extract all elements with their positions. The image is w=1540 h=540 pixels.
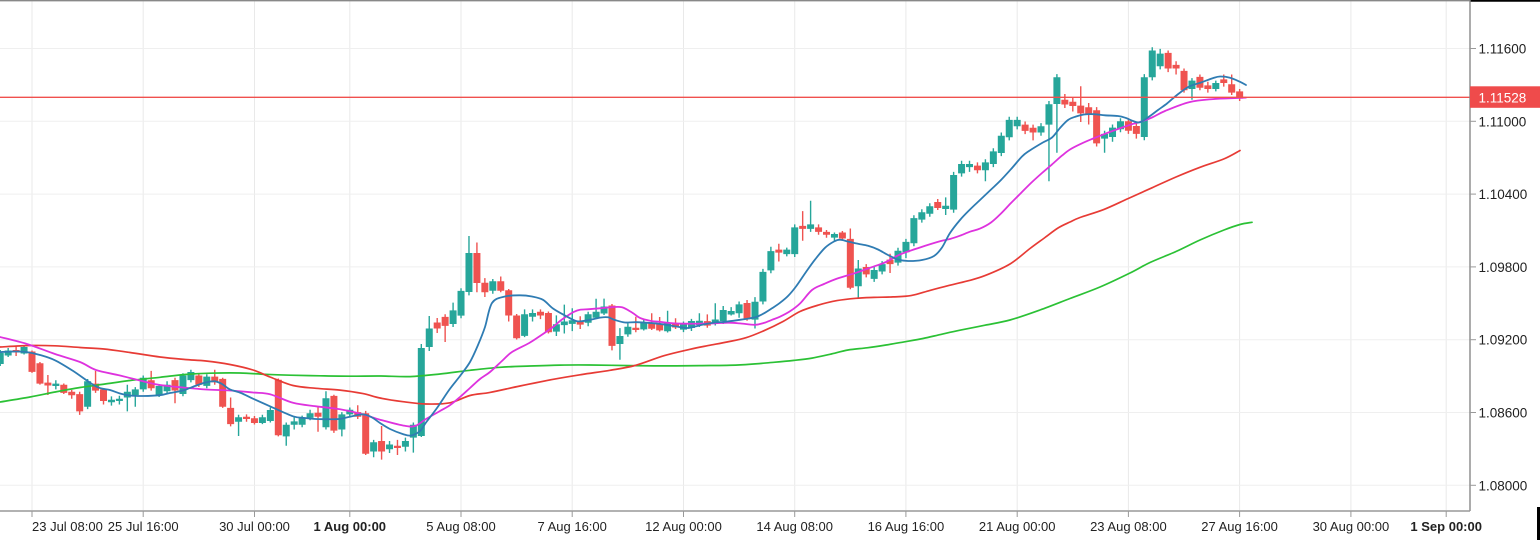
svg-text:1.08600: 1.08600 bbox=[1479, 406, 1528, 421]
svg-text:1.09800: 1.09800 bbox=[1479, 260, 1528, 275]
svg-text:1 Aug 00:00: 1 Aug 00:00 bbox=[314, 519, 387, 534]
svg-text:27 Aug 16:00: 27 Aug 16:00 bbox=[1201, 519, 1278, 534]
svg-text:25 Jul 16:00: 25 Jul 16:00 bbox=[108, 519, 179, 534]
svg-text:1 Sep 00:00: 1 Sep 00:00 bbox=[1410, 519, 1482, 534]
svg-text:7 Aug 16:00: 7 Aug 16:00 bbox=[537, 519, 606, 534]
svg-text:1.10400: 1.10400 bbox=[1479, 187, 1528, 202]
svg-text:5 Aug 08:00: 5 Aug 08:00 bbox=[426, 519, 495, 534]
svg-text:1.08000: 1.08000 bbox=[1479, 478, 1528, 493]
svg-text:21 Aug 00:00: 21 Aug 00:00 bbox=[979, 519, 1056, 534]
svg-text:23 Jul 08:00: 23 Jul 08:00 bbox=[32, 519, 103, 534]
svg-text:23 Aug 08:00: 23 Aug 08:00 bbox=[1090, 519, 1167, 534]
svg-text:14 Aug 08:00: 14 Aug 08:00 bbox=[756, 519, 833, 534]
svg-text:1.11600: 1.11600 bbox=[1479, 42, 1527, 57]
svg-text:30 Aug 00:00: 30 Aug 00:00 bbox=[1313, 519, 1390, 534]
svg-text:1.11528: 1.11528 bbox=[1479, 90, 1527, 105]
svg-text:12 Aug 00:00: 12 Aug 00:00 bbox=[645, 519, 722, 534]
svg-text:1.11000: 1.11000 bbox=[1479, 114, 1527, 129]
svg-text:16 Aug 16:00: 16 Aug 16:00 bbox=[868, 519, 945, 534]
svg-text:30 Jul 00:00: 30 Jul 00:00 bbox=[219, 519, 290, 534]
svg-text:1.09200: 1.09200 bbox=[1479, 333, 1528, 348]
